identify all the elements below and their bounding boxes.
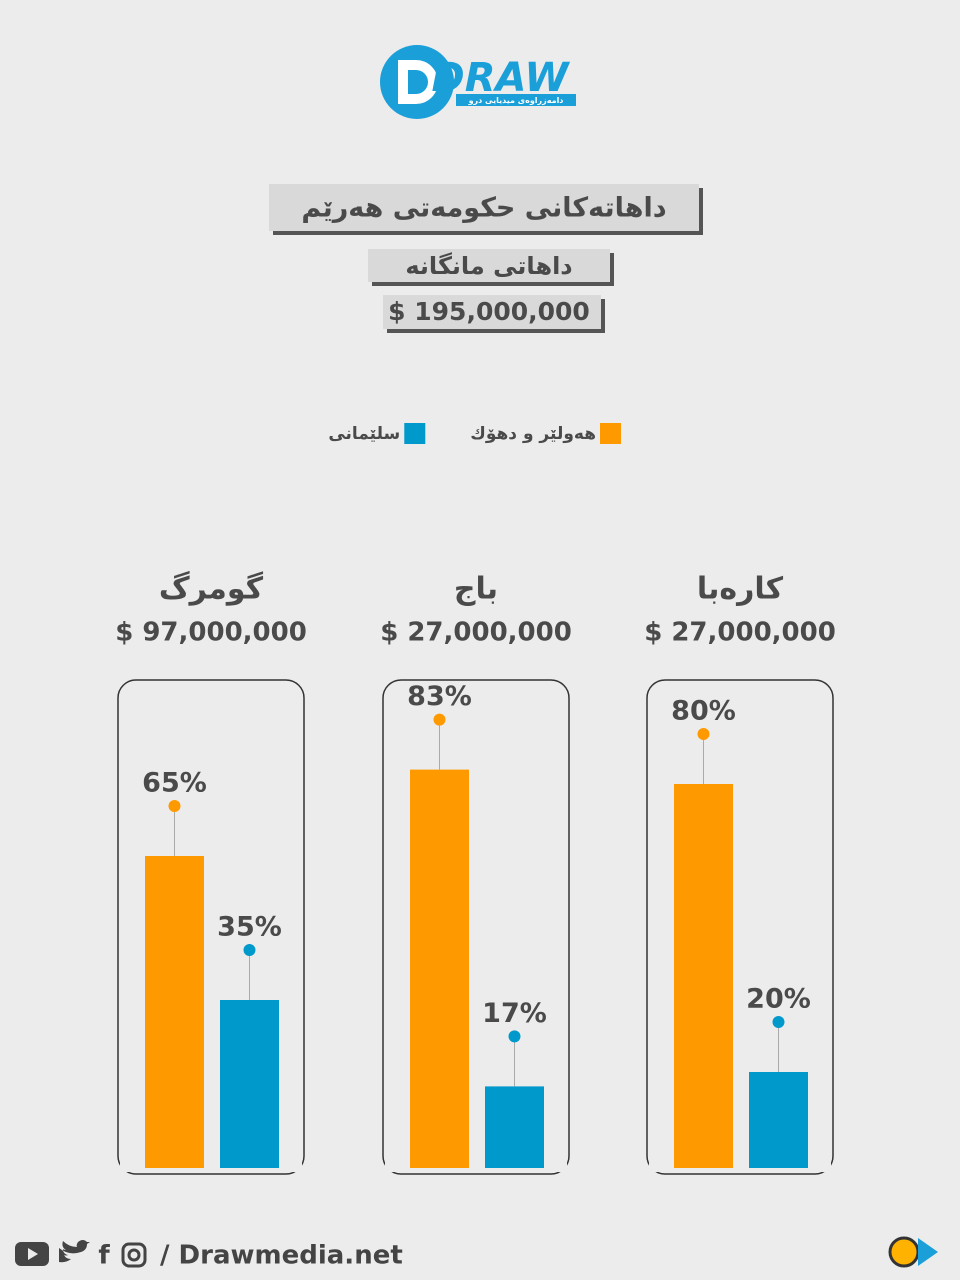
- panel-frame: [382, 679, 570, 1175]
- bar: [410, 769, 469, 1168]
- chart-title: داهاتەکانی حکومەتی هەرێم: [301, 193, 666, 224]
- chart-subtitle: داهاتی مانگانە: [405, 252, 572, 280]
- bar: [485, 1086, 544, 1168]
- category-label: باج: [454, 572, 498, 607]
- category-label: کارەبا: [697, 572, 784, 607]
- facebook-icon: f: [98, 1241, 110, 1271]
- value-label: 65%: [142, 768, 207, 799]
- value-label: 35%: [217, 912, 282, 943]
- legend-label: سلێمانی: [328, 424, 400, 444]
- label-dot: [168, 800, 181, 812]
- logo-d: [398, 60, 438, 104]
- bar: [220, 1000, 279, 1168]
- total: $ 195,000,000: [388, 297, 590, 326]
- legend-swatch: [600, 423, 621, 444]
- bar: [674, 784, 733, 1168]
- label-dot: [433, 713, 446, 726]
- value-label: 80%: [671, 696, 736, 727]
- social-icons: f: [15, 1240, 147, 1271]
- value-label: 83%: [407, 681, 472, 712]
- brand-arrow: [918, 1238, 938, 1266]
- logo-text: DRAW: [432, 55, 571, 101]
- title-box: [269, 184, 699, 231]
- panel-frame: [646, 679, 834, 1175]
- subtitle-box: [368, 249, 610, 282]
- value-label: 17%: [482, 998, 547, 1029]
- value-label: 20%: [746, 984, 811, 1015]
- legend-label: هەولێر و دهۆك: [470, 424, 596, 444]
- site-url: / Drawmedia.net: [160, 1241, 403, 1271]
- category-amount: $ 27,000,000: [380, 618, 572, 648]
- panel-frame: [117, 679, 305, 1175]
- instagram-lens: [127, 1248, 141, 1262]
- twitter-icon: [59, 1240, 90, 1263]
- category-amount: $ 27,000,000: [644, 618, 836, 648]
- logo: DRAW دامەزراوەی میدیایی درو: [380, 45, 576, 119]
- label-dot: [772, 1016, 785, 1028]
- total-box: [383, 295, 601, 329]
- youtube-play: [28, 1248, 38, 1260]
- instagram-icon: [121, 1242, 147, 1268]
- label-dot: [508, 1030, 521, 1043]
- bar: [749, 1072, 808, 1168]
- logo-tagline: دامەزراوەی میدیایی درو: [468, 96, 564, 105]
- legend-swatch: [404, 423, 426, 444]
- label-dot: [243, 944, 256, 956]
- logo-bar: [456, 94, 576, 106]
- category-amount: $ 97,000,000: [115, 618, 307, 648]
- category-label: گومرگ: [159, 571, 264, 607]
- label-dot: [697, 728, 710, 740]
- bar: [145, 856, 204, 1168]
- brand-dot: [888, 1236, 920, 1268]
